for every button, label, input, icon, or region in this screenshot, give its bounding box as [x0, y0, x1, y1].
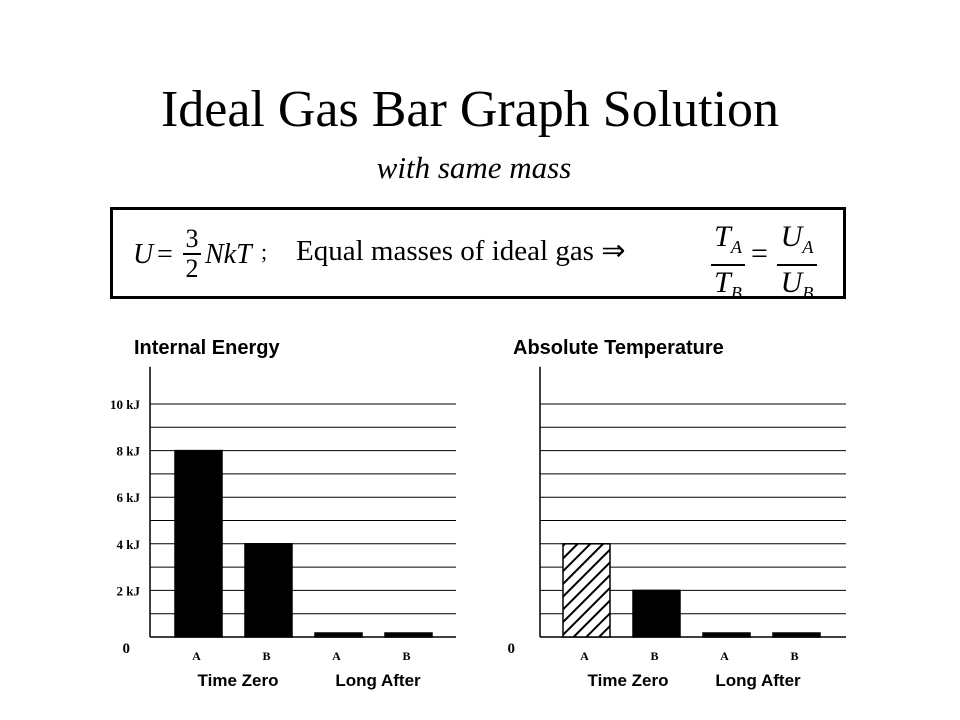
ta-symbol: T: [714, 220, 731, 253]
bar: [772, 632, 821, 638]
tb-symbol: T: [714, 265, 731, 299]
group-label: Time Zero: [198, 671, 279, 690]
equal-masses-text: Equal masses of ideal gas ⇒: [296, 235, 626, 267]
formula-equals: =: [157, 239, 173, 270]
formula-fraction: 3 2: [183, 225, 201, 283]
category-label: B: [650, 649, 658, 663]
bar: [562, 543, 611, 638]
internal-energy-chart: 0 2 kJ 4 kJ 6 kJ 8 kJ 10 kJ A B A B Time Zero Long …: [110, 366, 456, 690]
bar: [314, 632, 363, 638]
category-label: B: [262, 649, 270, 663]
slide-subtitle: with same mass: [376, 150, 572, 185]
slide-title: Ideal Gas Bar Graph Solution: [160, 81, 780, 138]
ua-symbol: U: [780, 220, 803, 253]
formula-numerator: 3: [185, 224, 199, 253]
fraction-bar: [777, 264, 817, 266]
y-tick-label: 4 kJ: [117, 537, 141, 552]
y-tick-label: 6 kJ: [117, 490, 141, 505]
category-label: A: [580, 649, 589, 663]
ratio-equals: =: [751, 237, 768, 270]
tb-subscript: B: [730, 282, 742, 303]
ta-subscript: A: [730, 237, 742, 257]
formula-u: U: [133, 239, 154, 270]
group-label: Long After: [335, 671, 421, 690]
y-tick-label: 8 kJ: [117, 444, 141, 459]
formula-nkt: NkT: [205, 239, 252, 270]
ua-subscript: A: [802, 237, 814, 257]
energy-ratio: UA UB: [777, 220, 817, 310]
y-tick-label: 0: [508, 641, 516, 657]
category-label: A: [332, 649, 341, 663]
ub-symbol: U: [780, 265, 803, 299]
bar: [632, 589, 681, 638]
y-tick-label: 10 kJ: [110, 397, 140, 412]
absolute-temperature-chart: 0 A B A B Time Zero Long After: [508, 366, 846, 690]
formula-box: U = 3 2 NkT ; Equal masses of ideal gas …: [110, 207, 846, 303]
category-label: B: [402, 649, 410, 663]
internal-energy-chart-title: Internal Energy: [134, 337, 280, 359]
bar: [702, 632, 751, 638]
category-label: A: [192, 649, 201, 663]
ub-subscript: B: [802, 282, 814, 303]
fraction-bar: [183, 253, 201, 255]
bar: [244, 543, 293, 638]
bar: [174, 449, 223, 638]
y-tick-label: 0: [123, 641, 131, 657]
fraction-bar: [711, 264, 745, 266]
category-label: B: [790, 649, 798, 663]
group-label: Long After: [715, 671, 801, 690]
temperature-ratio: TA TB: [711, 220, 745, 310]
formula-denominator: 2: [185, 253, 199, 283]
bar: [384, 632, 433, 638]
absolute-temperature-chart-title: Absolute Temperature: [513, 337, 724, 359]
y-tick-label: 2 kJ: [117, 583, 141, 598]
formula-separator: ;: [261, 239, 268, 264]
category-label: A: [720, 649, 729, 663]
group-label: Time Zero: [588, 671, 669, 690]
